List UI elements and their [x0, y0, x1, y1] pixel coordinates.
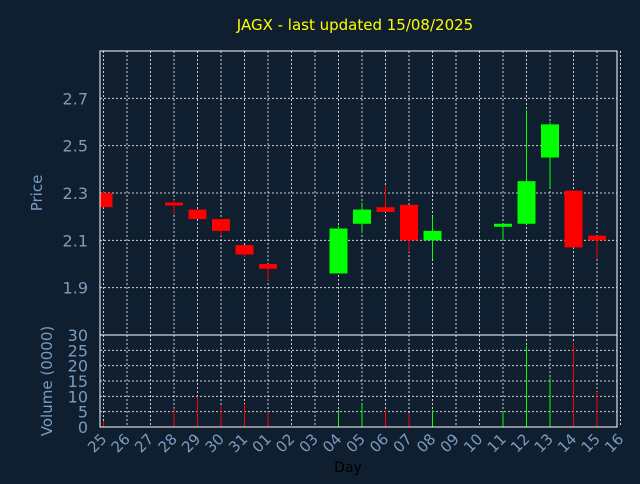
x-tick-label: 01 — [249, 430, 275, 456]
volume-y-tick-label: 20 — [68, 357, 88, 376]
x-tick-label: 31 — [225, 430, 251, 456]
candle — [212, 219, 230, 236]
candle — [564, 190, 583, 248]
x-tick-label: 07 — [390, 430, 416, 456]
candle — [259, 264, 277, 281]
x-tick-label: 10 — [460, 430, 486, 456]
x-tick-label: 02 — [272, 430, 298, 456]
candle-body — [165, 202, 183, 206]
x-tick-label: 29 — [178, 430, 204, 456]
price-y-tick-label: 2.3 — [63, 184, 88, 203]
candle-body — [100, 193, 113, 208]
price-gridlines — [100, 51, 621, 335]
volume-panel-frame — [99, 334, 618, 428]
x-tick-label: 16 — [601, 430, 627, 456]
candle-body — [212, 219, 230, 231]
candle-body — [188, 209, 207, 220]
x-tick-label: 05 — [343, 430, 369, 456]
candle — [423, 216, 442, 260]
volume-axis-label: Volume (0000) — [38, 326, 56, 436]
candle-body — [329, 228, 348, 274]
candle — [494, 223, 512, 241]
candle-body — [259, 264, 277, 269]
candle — [376, 185, 395, 212]
candle-body — [541, 124, 559, 158]
x-tick-label: 13 — [531, 430, 557, 456]
volume-y-tick-label: 5 — [78, 403, 88, 422]
candle — [517, 110, 536, 224]
x-tick-label: 03 — [296, 430, 322, 456]
price-y-tick-labels: 1.9 2.1 2.3 2.5 2.7 — [63, 89, 88, 297]
x-tick-label: 26 — [108, 430, 134, 456]
candle — [541, 122, 559, 189]
x-tick-label: 12 — [507, 430, 533, 456]
x-tick-label: 09 — [437, 430, 463, 456]
candle — [100, 190, 113, 208]
candle — [400, 204, 418, 253]
candle-body — [353, 209, 371, 224]
candle — [165, 200, 183, 215]
x-tick-label: 11 — [484, 430, 510, 456]
candle — [235, 245, 254, 257]
chart-title: JAGX - last updated 15/08/2025 — [236, 16, 473, 34]
candle — [188, 209, 207, 220]
price-y-tick-label: 1.9 — [63, 279, 88, 298]
x-tick-label: 15 — [578, 430, 604, 456]
x-axis-label: Day — [334, 460, 362, 476]
x-tick-label: 06 — [366, 430, 392, 456]
volume-gridlines — [100, 335, 621, 427]
x-tick-label: 28 — [155, 430, 181, 456]
price-candles — [100, 110, 606, 281]
candle-body — [588, 235, 606, 241]
candle-body — [235, 245, 254, 255]
x-tick-label: 27 — [131, 430, 157, 456]
candle-body — [400, 204, 418, 241]
volume-y-tick-label: 30 — [68, 326, 88, 345]
x-tick-label: 08 — [413, 430, 439, 456]
volume-y-tick-label: 0 — [78, 418, 88, 437]
x-tick-label: 30 — [202, 430, 228, 456]
volume-y-tick-label: 10 — [68, 387, 88, 406]
x-tick-labels: 2526272829303101020304050607080910111213… — [84, 430, 627, 456]
x-tick-label: 14 — [554, 430, 580, 456]
x-tick-label: 04 — [319, 430, 345, 456]
candle-body — [564, 190, 583, 248]
candle-body — [423, 230, 442, 241]
x-tick-label: 25 — [84, 430, 110, 456]
price-y-tick-label: 2.5 — [63, 137, 88, 156]
volume-y-tick-label: 25 — [68, 341, 88, 360]
price-y-tick-label: 2.1 — [63, 231, 88, 250]
price-axis-label: Price — [28, 175, 46, 212]
candle — [353, 202, 371, 234]
volume-y-tick-label: 15 — [68, 372, 88, 391]
candle-body — [376, 207, 395, 212]
volume-bars — [103, 342, 598, 427]
candle-body — [494, 223, 512, 227]
candle — [588, 235, 606, 260]
price-y-tick-label: 2.7 — [63, 89, 88, 108]
candle — [329, 226, 348, 274]
candle-body — [517, 181, 536, 224]
